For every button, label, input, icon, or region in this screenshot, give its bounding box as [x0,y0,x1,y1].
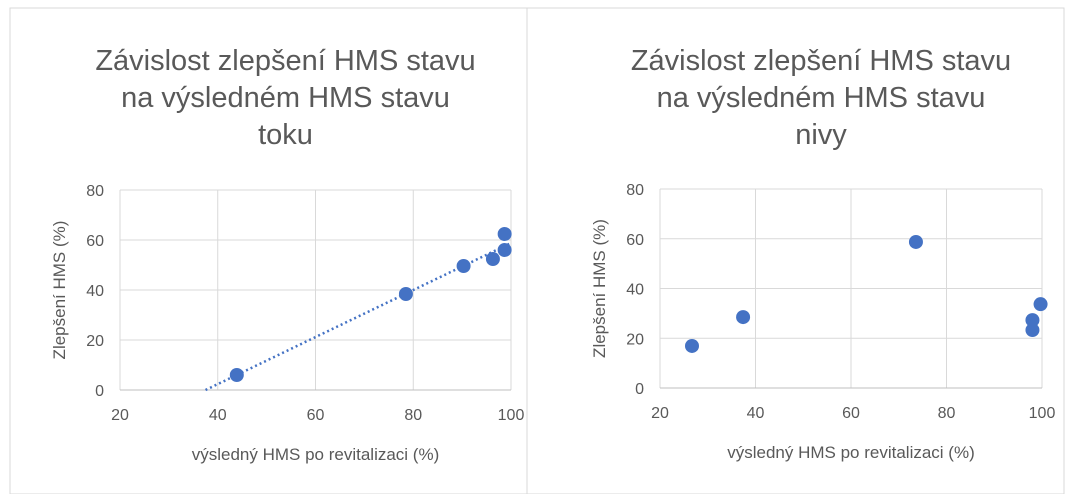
point [485,252,500,266]
x-tick-label: 80 [404,407,422,424]
chart-title: toku [258,119,313,151]
y-tick-label: 0 [95,383,104,400]
x-tick-label: 60 [307,407,325,424]
y-tick-label: 40 [86,283,104,300]
point [1025,313,1040,328]
chart-frame [9,7,528,495]
y-tick-label: 0 [635,381,644,398]
chart-title: Závislost zlepšení HMS stavu [631,45,1011,77]
y-tick-label: 60 [626,232,644,249]
point [908,234,923,249]
x-tick-label: 100 [498,407,525,424]
y-tick-label: 20 [86,333,104,350]
point [398,287,413,301]
chart-title: na výsledném HMS stavu [657,82,986,114]
y-tick-label: 40 [626,282,644,299]
x-tick-label: 40 [209,407,227,424]
point [684,338,699,353]
y-tick-label: 80 [626,182,644,199]
x-axis-label: výsledný HMS po revitalizaci (%) [727,443,975,462]
x-tick-label: 100 [1029,405,1056,422]
x-tick-label: 20 [651,405,669,422]
point [497,243,512,257]
chart-title: na výsledném HMS stavu [121,82,450,114]
x-tick-label: 20 [111,407,129,424]
y-axis-label: Zlepšení HMS (%) [590,219,609,358]
y-tick-label: 20 [626,331,644,348]
x-tick-label: 60 [842,405,860,422]
chart-title: Závislost zlepšení HMS stavu [95,45,475,77]
point [736,310,751,325]
point [1025,323,1040,338]
trendline [204,241,512,392]
point [456,259,471,273]
point [497,227,512,241]
x-axis-label: výsledný HMS po revitalizaci (%) [192,445,440,464]
point [1033,297,1048,312]
point [229,368,244,382]
x-tick-label: 80 [938,405,956,422]
y-tick-label: 80 [86,183,104,200]
y-tick-label: 60 [86,233,104,250]
y-axis-label: Zlepšení HMS (%) [50,221,69,360]
x-tick-label: 40 [747,405,765,422]
chart-title: nivy [795,119,847,151]
